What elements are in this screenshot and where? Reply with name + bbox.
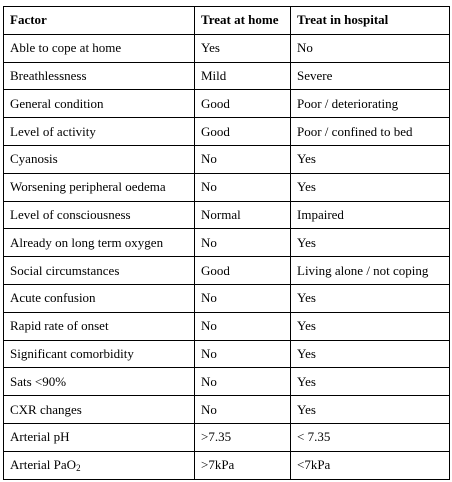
table-row: Rapid rate of onset No Yes xyxy=(3,311,450,341)
home-cell: Good xyxy=(194,256,291,285)
factor-cell: Breathlessness xyxy=(3,61,195,91)
factor-cell: Arterial pH xyxy=(3,422,195,452)
home-cell: No xyxy=(194,144,291,174)
hospital-cell: Yes xyxy=(290,339,450,369)
table-row: Acute confusion No Yes xyxy=(3,283,450,313)
header-factor: Factor xyxy=(3,6,195,35)
factor-cell: CXR changes xyxy=(3,395,195,424)
factor-cell: Rapid rate of onset xyxy=(3,311,195,341)
table-row: Social circumstances Good Living alone /… xyxy=(3,256,450,285)
home-cell: Good xyxy=(194,89,291,119)
table-row: Cyanosis No Yes xyxy=(3,144,450,174)
hospital-cell: Yes xyxy=(290,395,450,424)
hospital-cell: Yes xyxy=(290,283,450,313)
factor-cell: Cyanosis xyxy=(3,144,195,174)
factor-cell: General condition xyxy=(3,89,195,119)
table-body: Able to cope at home Yes No Breathlessne… xyxy=(3,33,450,480)
hospital-cell: Poor / deteriorating xyxy=(290,89,450,119)
header-row: Factor Treat at home Treat in hospital xyxy=(3,6,450,35)
factor-text: Arterial PaO xyxy=(10,457,77,473)
factor-cell: Able to cope at home xyxy=(3,33,195,63)
home-cell: No xyxy=(194,228,291,258)
table-row: CXR changes No Yes xyxy=(3,395,450,424)
header-treat-in-hospital: Treat in hospital xyxy=(290,6,450,35)
hospital-cell: < 7.35 xyxy=(290,422,450,452)
treatment-criteria-table: Factor Treat at home Treat in hospital A… xyxy=(3,6,450,480)
subscript-text: 2 xyxy=(76,463,81,474)
home-cell: Normal xyxy=(194,200,291,230)
table-row: Arterial pH >7.35 < 7.35 xyxy=(3,422,450,452)
table-row: Breathlessness Mild Severe xyxy=(3,61,450,91)
factor-cell: Arterial PaO2 xyxy=(3,450,195,480)
table-row: Level of consciousness Normal Impaired xyxy=(3,200,450,230)
home-cell: >7.35 xyxy=(194,422,291,452)
factor-cell: Already on long term oxygen xyxy=(3,228,195,258)
table-row: Worsening peripheral oedema No Yes xyxy=(3,172,450,202)
hospital-cell: Yes xyxy=(290,228,450,258)
factor-cell: Acute confusion xyxy=(3,283,195,313)
home-cell: No xyxy=(194,395,291,424)
home-cell: Good xyxy=(194,117,291,146)
factor-cell: Level of activity xyxy=(3,117,195,146)
factor-cell: Social circumstances xyxy=(3,256,195,285)
home-cell: Mild xyxy=(194,61,291,91)
hospital-cell: <7kPa xyxy=(290,450,450,480)
table-row: Arterial PaO2 >7kPa <7kPa xyxy=(3,450,450,480)
home-cell: >7kPa xyxy=(194,450,291,480)
hospital-cell: Severe xyxy=(290,61,450,91)
factor-cell: Significant comorbidity xyxy=(3,339,195,369)
home-cell: No xyxy=(194,311,291,341)
home-cell: Yes xyxy=(194,33,291,63)
table-row: General condition Good Poor / deteriorat… xyxy=(3,89,450,119)
home-cell: No xyxy=(194,172,291,202)
header-treat-at-home: Treat at home xyxy=(194,6,291,35)
factor-cell: Level of consciousness xyxy=(3,200,195,230)
factor-cell: Worsening peripheral oedema xyxy=(3,172,195,202)
home-cell: No xyxy=(194,283,291,313)
hospital-cell: Poor / confined to bed xyxy=(290,117,450,146)
table-row: Already on long term oxygen No Yes xyxy=(3,228,450,258)
table-row: Level of activity Good Poor / confined t… xyxy=(3,117,450,146)
factor-cell: Sats <90% xyxy=(3,367,195,397)
hospital-cell: Living alone / not coping xyxy=(290,256,450,285)
hospital-cell: Yes xyxy=(290,172,450,202)
table-row: Sats <90% No Yes xyxy=(3,367,450,397)
hospital-cell: Yes xyxy=(290,311,450,341)
hospital-cell: Yes xyxy=(290,144,450,174)
hospital-cell: Yes xyxy=(290,367,450,397)
home-cell: No xyxy=(194,367,291,397)
hospital-cell: Impaired xyxy=(290,200,450,230)
table-row: Able to cope at home Yes No xyxy=(3,33,450,63)
home-cell: No xyxy=(194,339,291,369)
table-row: Significant comorbidity No Yes xyxy=(3,339,450,369)
hospital-cell: No xyxy=(290,33,450,63)
